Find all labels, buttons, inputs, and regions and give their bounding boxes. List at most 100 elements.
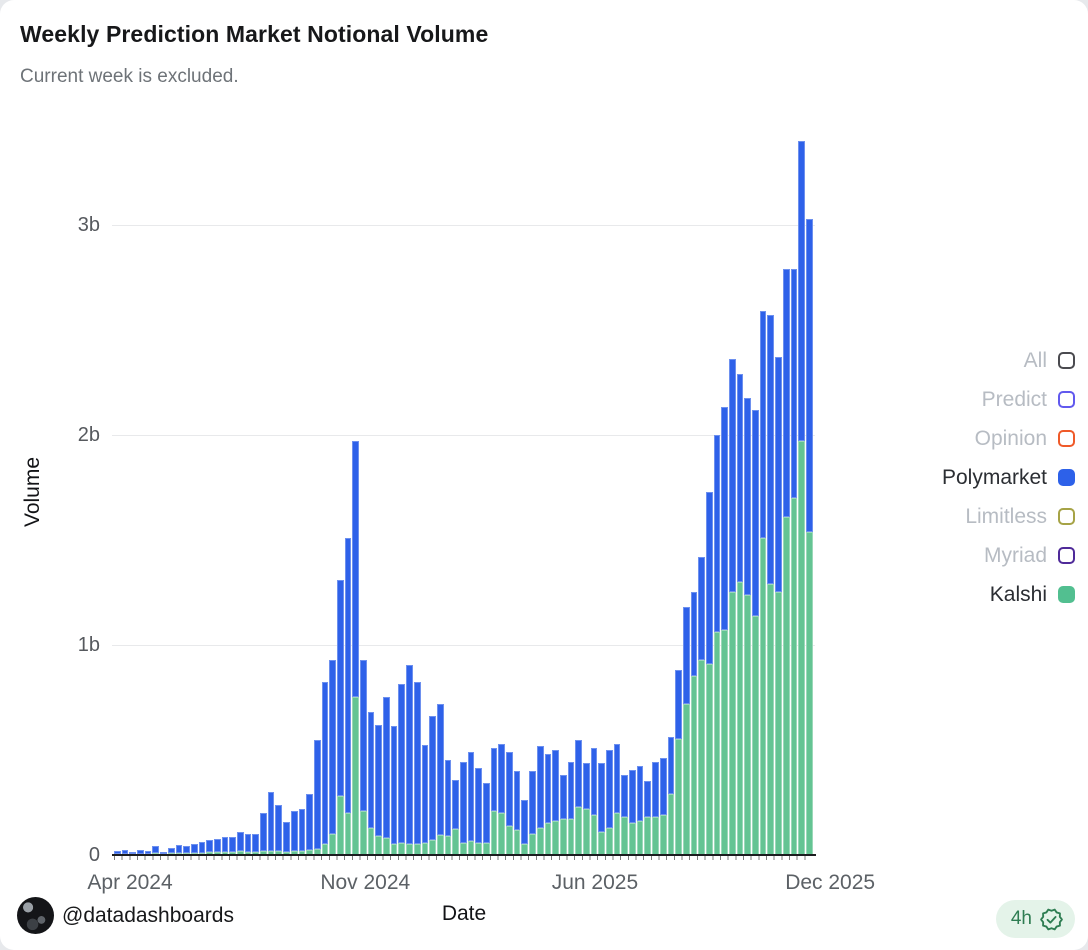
x-axis-title: Date xyxy=(441,902,487,925)
page-subtitle: Current week is excluded. xyxy=(20,66,239,87)
bars xyxy=(114,133,813,855)
bar xyxy=(221,837,229,855)
bar xyxy=(283,822,290,855)
legend-item-all[interactable]: All xyxy=(942,348,1075,373)
bar xyxy=(475,768,482,855)
bar xyxy=(467,752,475,855)
bar xyxy=(267,792,275,855)
bar xyxy=(506,752,513,855)
y-tick-label: 1b xyxy=(77,634,100,656)
legend-item-myriad[interactable]: Myriad xyxy=(942,543,1075,568)
bar xyxy=(798,141,805,855)
y-axis-tick-labels: 0 1b 2b 3b xyxy=(30,133,100,866)
legend-swatch xyxy=(1058,430,1075,447)
bar xyxy=(736,374,744,855)
legend-item-kalshi[interactable]: Kalshi xyxy=(942,582,1075,607)
bar xyxy=(306,794,313,855)
bar xyxy=(782,269,790,855)
bar xyxy=(575,740,582,855)
refresh-badge[interactable]: 4h xyxy=(995,900,1075,938)
bar xyxy=(344,538,352,855)
bar xyxy=(790,269,798,855)
bar xyxy=(275,805,283,855)
bar xyxy=(752,410,759,855)
bar xyxy=(606,750,613,855)
bar xyxy=(529,771,536,855)
bar xyxy=(613,744,621,855)
bar xyxy=(213,839,221,855)
page-title: Weekly Prediction Market Notional Volume xyxy=(20,21,489,47)
y-tick-label: 3b xyxy=(77,214,100,236)
bar xyxy=(721,407,728,855)
plot-area xyxy=(112,133,815,855)
legend-item-opinion[interactable]: Opinion xyxy=(942,426,1075,451)
bar xyxy=(744,398,752,855)
avatar xyxy=(17,897,54,934)
bar xyxy=(329,660,336,855)
gridline xyxy=(112,645,815,646)
bar xyxy=(544,754,552,855)
bar xyxy=(444,760,452,855)
bar xyxy=(675,670,682,855)
x-axis-line xyxy=(112,854,816,856)
bar xyxy=(406,665,413,855)
bar xyxy=(237,832,244,855)
legend-swatch xyxy=(1058,352,1075,369)
bar xyxy=(644,781,652,855)
bar xyxy=(352,441,359,855)
bar xyxy=(698,557,705,855)
legend-swatch xyxy=(1058,586,1075,603)
bar xyxy=(775,357,782,855)
bar xyxy=(383,697,390,855)
x-axis-tick-labels: Apr 2024 Nov 2024 Jun 2025 Dec 2025 xyxy=(87,871,875,897)
badge-age-text: 4h xyxy=(1010,908,1032,929)
bar xyxy=(590,748,598,855)
legend-item-label: Opinion xyxy=(974,426,1047,450)
legend-item-label: Limitless xyxy=(965,504,1047,528)
bar xyxy=(498,744,506,855)
bar xyxy=(682,607,690,855)
bar xyxy=(206,840,213,855)
bar xyxy=(621,775,629,855)
legend-item-polymarket[interactable]: Polymarket xyxy=(942,465,1075,490)
legend-swatch xyxy=(1058,391,1075,408)
bar xyxy=(375,725,383,855)
x-tick-label: Dec 2025 xyxy=(785,871,876,894)
x-tick-label: Jun 2025 xyxy=(551,871,639,894)
legend-item-predict[interactable]: Predict xyxy=(942,387,1075,412)
bar xyxy=(536,746,544,855)
x-axis-minor-ticks xyxy=(114,856,812,860)
bar xyxy=(713,435,721,855)
legend-item-label: Polymarket xyxy=(941,465,1047,489)
bar xyxy=(667,737,675,855)
x-tick-label: Apr 2024 xyxy=(87,871,173,894)
bar xyxy=(398,684,406,855)
bar xyxy=(459,762,467,855)
legend-item-label: Myriad xyxy=(983,543,1047,567)
bar xyxy=(336,580,344,855)
gridline xyxy=(112,225,815,226)
bar xyxy=(629,770,636,855)
verified-seal-icon xyxy=(1039,907,1064,932)
bar xyxy=(767,315,775,855)
bar xyxy=(229,837,236,855)
bar xyxy=(483,783,490,855)
bar xyxy=(521,800,529,855)
bar xyxy=(290,811,298,855)
bar xyxy=(659,758,667,855)
bar xyxy=(413,682,421,855)
gridline xyxy=(112,435,815,436)
bar xyxy=(367,712,375,855)
bar xyxy=(321,682,329,855)
y-tick-label: 0 xyxy=(88,844,100,866)
bar xyxy=(298,809,306,855)
bar xyxy=(652,762,659,855)
bar xyxy=(552,750,559,855)
legend-item-label: Kalshi xyxy=(989,582,1047,606)
bar xyxy=(805,219,813,855)
legend-item-limitless[interactable]: Limitless xyxy=(942,504,1075,529)
bar xyxy=(690,592,698,855)
author-handle: @datadashboards xyxy=(62,904,234,927)
legend-swatch xyxy=(1058,469,1075,486)
